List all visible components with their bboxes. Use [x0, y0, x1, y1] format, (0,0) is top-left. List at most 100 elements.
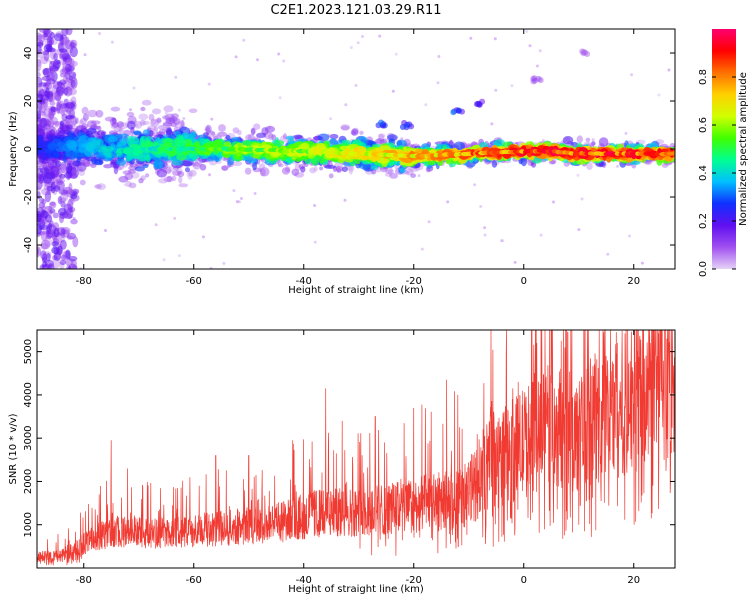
y-tick-label: -40	[23, 237, 34, 253]
spectrogram-cell	[154, 223, 158, 227]
spectrogram-cell	[329, 138, 337, 145]
spectrogram-cell	[513, 260, 517, 264]
spectrogram-cell	[281, 167, 291, 175]
spectrogram-cell	[217, 131, 228, 137]
spectrogram-cell	[39, 118, 48, 128]
x-tick-label: 0	[521, 575, 527, 586]
spectrogram-cell	[104, 229, 107, 232]
spectrogram-cell	[59, 259, 66, 266]
spectrogram-cell	[400, 137, 404, 141]
spectrogram-cell	[95, 110, 104, 118]
spectrogram-cell	[586, 162, 593, 170]
spectrogram-cell	[64, 213, 73, 220]
spectrogram-cell	[657, 93, 661, 97]
spectrogram-cell	[151, 108, 162, 115]
spectrogram-cell	[58, 189, 69, 195]
spectrogram-cell	[579, 48, 585, 55]
spectrogram-cell	[329, 133, 339, 140]
spectrogram-cell	[141, 99, 152, 106]
spectrogram-cell	[158, 178, 168, 184]
spectrogram-cell	[142, 129, 151, 136]
spectrogram-cell	[225, 134, 231, 140]
spectrogram-cell	[446, 200, 450, 204]
spectrogram-cell	[253, 123, 261, 130]
spectrogram-cell	[65, 115, 76, 120]
spectrogram-cell	[115, 158, 127, 166]
spectrogram-cell	[541, 139, 545, 142]
x-tick-label: -40	[296, 575, 312, 586]
spectrogram-cell	[61, 29, 69, 36]
spectrogram-cell	[60, 161, 67, 174]
x-tick-label: -80	[76, 575, 92, 586]
spectrogram-cell	[94, 184, 102, 189]
spectrogram-cell	[67, 232, 76, 240]
spectrogram-cell	[53, 53, 58, 61]
spectrogram-cell	[336, 168, 342, 173]
spectrogram-cell	[61, 254, 67, 261]
spectrogram-cell	[40, 239, 51, 250]
spectrogram-cell	[43, 49, 50, 62]
spectrogram-cell	[241, 140, 252, 147]
spectrogram-cell	[163, 105, 174, 113]
spectrogram-cell	[83, 53, 87, 57]
spectrogram-cell	[538, 49, 542, 53]
spectrogram-cell	[67, 141, 78, 151]
spectrogram-cell	[56, 81, 63, 87]
spectrogram-cell	[44, 190, 52, 203]
y-tick-label: 4000	[23, 382, 34, 407]
spectrogram-cell	[370, 165, 379, 170]
spectrogram-cell	[70, 218, 78, 225]
spectrogram-cell	[210, 131, 216, 136]
spectrogram-cell	[156, 168, 168, 178]
spectrogram-cell	[49, 208, 56, 214]
spectrogram-cell	[91, 158, 102, 165]
spectrogram-cell	[616, 164, 619, 168]
spectrogram-cell	[166, 175, 172, 182]
spectrogram-cell	[132, 86, 136, 90]
spectrogram-cell	[142, 120, 150, 126]
spectrogram-cell	[68, 255, 78, 262]
spectrogram-cell	[111, 122, 119, 128]
spectrogram-cell	[178, 176, 183, 184]
spectrogram-cell	[133, 131, 141, 136]
spectrogram-cell	[107, 136, 119, 143]
spectrogram-cell	[394, 52, 398, 56]
x-tick-label: 0	[521, 276, 527, 287]
spectrogram-cell	[67, 266, 72, 269]
spectrogram-cell	[59, 173, 66, 179]
spectrogram-cell	[79, 179, 86, 186]
spectrogram-cell	[110, 40, 114, 44]
spectrogram-cell	[65, 101, 75, 109]
spectrogram-ridge-cell	[529, 149, 535, 154]
spectrogram-cell	[453, 141, 466, 151]
spectrogram-cell	[118, 127, 124, 134]
spectrogram-ridge-cell	[654, 151, 661, 157]
spectrogram-cell	[427, 220, 431, 224]
spectrogram-cell	[186, 171, 193, 177]
spectrogram-cell	[218, 124, 226, 132]
x-tick-label: -40	[296, 276, 312, 287]
spectrogram-cell	[70, 193, 78, 200]
x-tick-label: -20	[406, 575, 422, 586]
spectrogram-cell	[165, 127, 173, 136]
spectrogram-cell	[493, 37, 497, 41]
spectrogram-cell	[64, 71, 70, 80]
x-tick-label: -80	[76, 276, 92, 287]
x-tick-label: 20	[627, 575, 640, 586]
spectrogram-cell	[329, 117, 333, 121]
spectrogram-cell	[72, 236, 79, 248]
spectrogram-cell	[171, 175, 177, 182]
spectrogram-cell	[450, 109, 457, 116]
spectrogram-cell	[61, 53, 71, 60]
y-tick-label: 2000	[23, 469, 34, 494]
spectrogram-cell	[49, 101, 56, 106]
spectrogram-cell	[210, 117, 214, 121]
spectrogram-cell	[628, 234, 632, 238]
spectrogram-cell	[406, 171, 410, 174]
spectrogram-cell	[247, 134, 252, 141]
spectrogram-cell	[53, 227, 60, 238]
spectrogram-cell	[158, 125, 165, 130]
spectrogram-cell	[188, 171, 194, 177]
spectrogram-cell	[37, 69, 41, 79]
